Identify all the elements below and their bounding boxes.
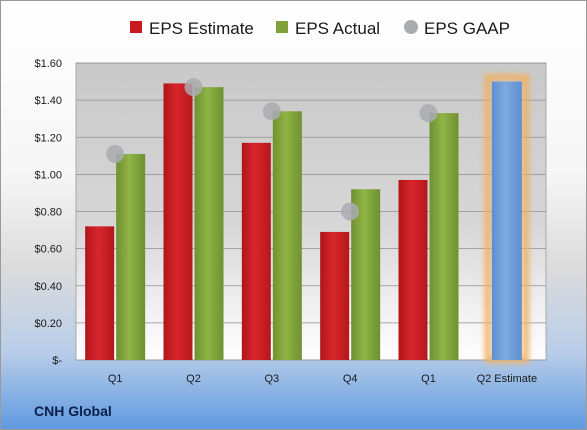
y-tick-label: $1.00 <box>34 169 62 181</box>
y-tick-label: $0.80 <box>34 207 62 219</box>
eps-estimate-bar <box>85 226 115 360</box>
eps-actual-bar <box>116 153 146 360</box>
eps-gaap-marker <box>341 202 360 221</box>
x-tick-label: Q3 <box>264 373 279 385</box>
eps-actual-bar <box>272 111 302 360</box>
eps-estimate-bar <box>163 83 193 360</box>
legend-eps-estimate-label: EPS Estimate <box>149 19 254 38</box>
y-tick-label: $0.60 <box>34 244 62 256</box>
eps-gaap-marker <box>262 102 281 121</box>
eps-actual-bar <box>194 87 224 360</box>
x-tick-label: Q1 <box>421 373 436 385</box>
x-tick-label: Q1 <box>108 373 123 385</box>
x-tick-label: Q2 <box>186 373 201 385</box>
y-tick-label: $1.40 <box>34 95 62 107</box>
eps-gaap-marker <box>419 104 438 123</box>
x-tick-label: Q4 <box>343 373 358 385</box>
y-tick-label: $1.20 <box>34 132 62 144</box>
eps-q2-estimate-bar <box>491 81 522 360</box>
legend-eps-actual-swatch <box>276 21 288 33</box>
legend-eps-actual-label: EPS Actual <box>295 19 380 38</box>
eps-estimate-bar <box>398 179 428 360</box>
x-tick-label: Q2 Estimate <box>477 373 538 385</box>
eps-gaap-marker <box>184 78 203 97</box>
legend-eps-estimate-swatch <box>130 21 142 33</box>
legend-eps-gaap-label: EPS GAAP <box>424 19 510 38</box>
eps-gaap-marker <box>106 144 125 163</box>
eps-estimate-bar <box>241 142 271 360</box>
y-tick-label: $- <box>52 355 62 367</box>
y-tick-label: $1.60 <box>34 58 62 70</box>
eps-actual-bar <box>429 113 459 361</box>
company-label: CNH Global <box>34 403 112 419</box>
eps-estimate-bar <box>320 231 350 360</box>
y-tick-label: $0.20 <box>34 318 62 330</box>
y-tick-label: $0.40 <box>34 281 62 293</box>
legend-eps-gaap-swatch <box>404 20 418 34</box>
